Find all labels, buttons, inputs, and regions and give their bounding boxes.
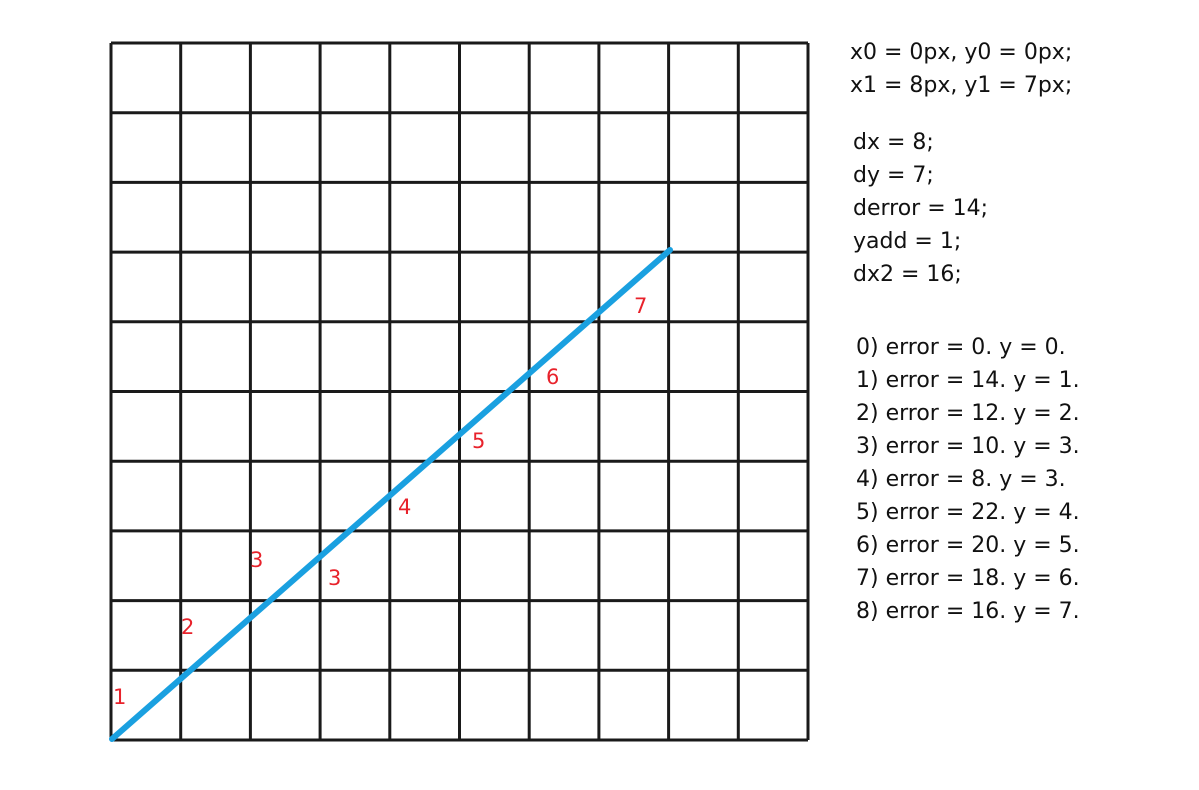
step-line: 7) error = 18. y = 6. — [856, 566, 1080, 591]
line-segment — [109, 247, 673, 742]
step-line: 8) error = 16. y = 7. — [856, 599, 1080, 624]
point-label: 2 — [181, 615, 194, 639]
var-line: dx2 = 16; — [853, 262, 962, 287]
point-label: 1 — [113, 685, 126, 709]
point-label: 3 — [328, 566, 341, 590]
point-label: 4 — [398, 495, 411, 519]
step-line: 4) error = 8. y = 3. — [856, 467, 1066, 492]
step-line: 0) error = 0. y = 0. — [856, 335, 1066, 360]
params-line: x1 = 8px, y1 = 7px; — [850, 73, 1073, 98]
step-line: 3) error = 10. y = 3. — [856, 434, 1080, 459]
point-label: 6 — [546, 365, 559, 389]
params-line: x0 = 0px, y0 = 0px; — [850, 40, 1073, 65]
point-label: 5 — [472, 429, 485, 453]
step-line: 2) error = 12. y = 2. — [856, 401, 1080, 426]
var-line: derror = 14; — [853, 196, 989, 221]
step-line: 1) error = 14. y = 1. — [856, 368, 1080, 393]
var-line: dy = 7; — [853, 163, 934, 188]
point-labels: 1 2 3 3 4 5 6 7 — [113, 294, 647, 709]
var-line: yadd = 1; — [853, 229, 962, 254]
var-line: dx = 8; — [853, 130, 934, 155]
point-label: 3 — [250, 548, 263, 572]
grid-lines — [109, 41, 810, 742]
step-line: 6) error = 20. y = 5. — [856, 533, 1080, 558]
point-label: 7 — [634, 294, 647, 318]
step-line: 5) error = 22. y = 4. — [856, 500, 1080, 525]
